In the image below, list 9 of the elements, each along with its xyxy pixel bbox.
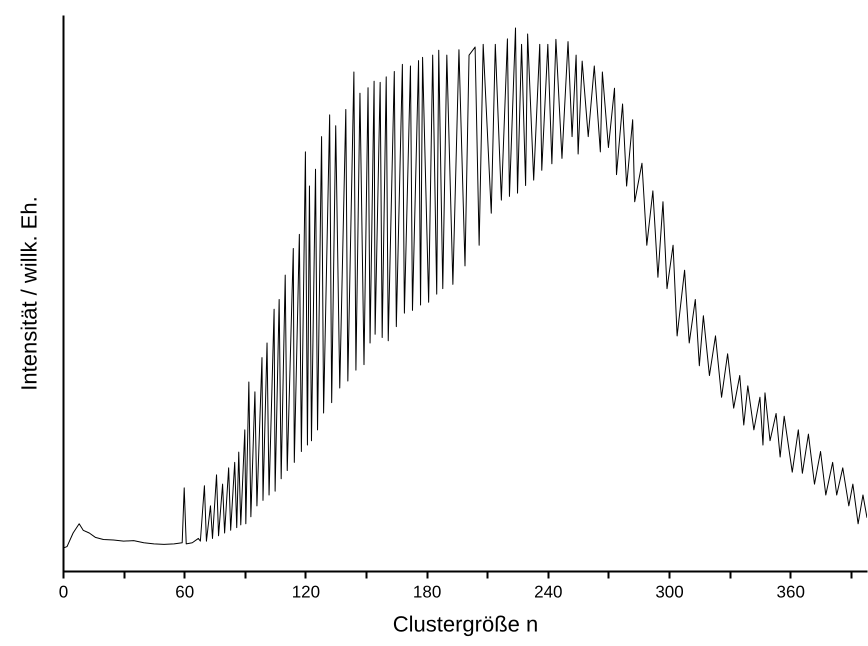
x-tick-label: 0 (58, 582, 68, 602)
y-axis-title: Intensität / willk. Eh. (16, 196, 42, 391)
x-axis-title: Clustergröße n (392, 612, 538, 636)
x-tick-label: 300 (655, 582, 684, 602)
x-tick-label: 60 (175, 582, 194, 602)
x-tick-label: 360 (776, 582, 805, 602)
x-tick-label: 180 (412, 582, 442, 602)
x-tick-label: 240 (534, 582, 563, 602)
x-tick-label: 120 (292, 582, 320, 602)
